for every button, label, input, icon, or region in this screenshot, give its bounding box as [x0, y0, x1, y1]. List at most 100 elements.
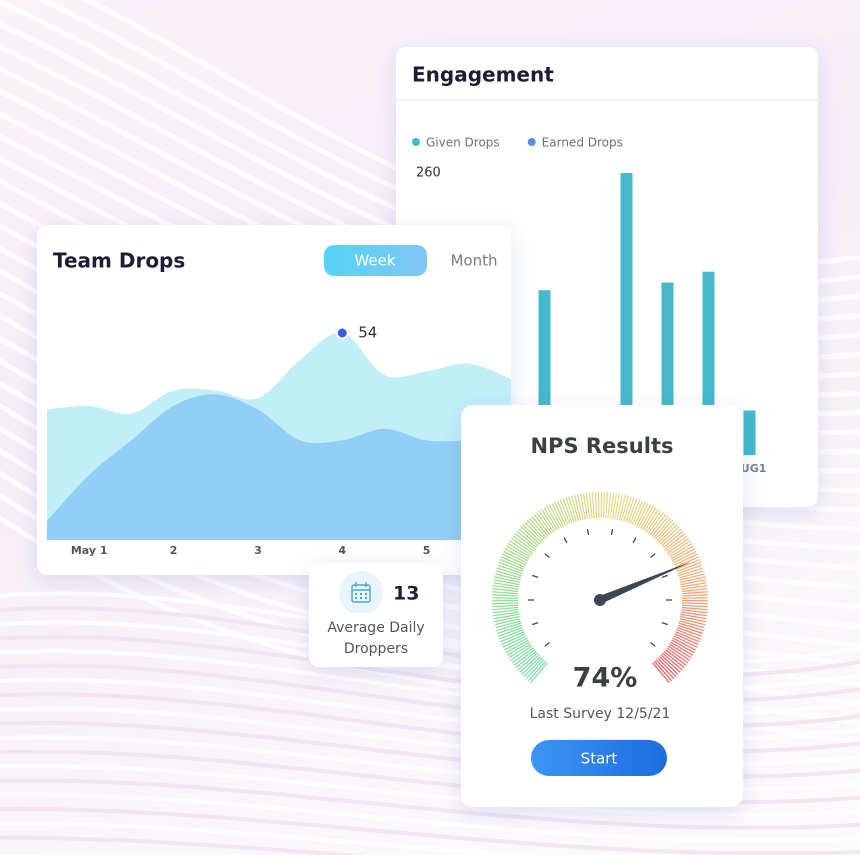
scale-tick — [571, 495, 580, 522]
scale-tick — [496, 567, 522, 577]
scale-tick — [492, 588, 519, 593]
scale-tick — [573, 494, 582, 521]
scale-tick — [501, 633, 526, 646]
scale-tick — [494, 576, 521, 584]
scale-tick — [495, 573, 521, 581]
scale-tick — [631, 500, 644, 525]
scale-tick — [679, 618, 706, 626]
nps-gauge: NPS Results 74% Last Survey 12/5/21 Start — [491, 434, 709, 776]
bar — [743, 410, 756, 455]
scale-tick — [576, 494, 584, 520]
scale-tick — [502, 635, 527, 648]
scale-tick — [548, 504, 563, 528]
scale-tick — [523, 657, 543, 678]
scale-tick — [673, 553, 698, 566]
scale-tick — [500, 556, 526, 568]
scale-tick — [502, 553, 527, 566]
scale-tick — [659, 526, 680, 545]
scale-tick — [493, 611, 519, 617]
scale-tick — [525, 659, 545, 680]
scale-tick — [647, 512, 665, 535]
scale-tick — [496, 622, 522, 632]
scale-tick — [514, 532, 536, 551]
icon-bg — [339, 571, 383, 613]
scale-tick — [594, 492, 598, 519]
scale-tick — [629, 499, 641, 524]
scale-tick — [562, 498, 573, 524]
scale-tick — [681, 606, 708, 611]
annotation-label: 54 — [358, 324, 377, 342]
card-title: NPS Results — [530, 434, 673, 458]
scale-tick — [674, 633, 699, 646]
scale-tick — [605, 492, 609, 519]
scale-tick — [677, 564, 703, 575]
scale-tick — [591, 492, 595, 519]
scale-tick — [635, 502, 649, 527]
toggle-button[interactable]: Month — [450, 252, 497, 270]
scale-tick — [677, 624, 703, 634]
scale-tick — [670, 641, 694, 656]
bg-curve — [0, 807, 860, 855]
scale-tick — [499, 558, 525, 570]
button-label[interactable]: Start — [581, 750, 618, 768]
scale-tick — [533, 514, 551, 536]
scale-tick — [654, 519, 674, 540]
dial-tick — [532, 622, 539, 626]
scale-tick — [618, 494, 627, 521]
scale-tick — [678, 567, 704, 577]
scale-tick — [492, 594, 519, 597]
scale-tick — [666, 537, 690, 554]
toggle-label[interactable]: Month — [450, 252, 497, 270]
dial-tick — [532, 574, 539, 578]
scale-tick — [497, 564, 523, 575]
bg-curve — [0, 735, 860, 792]
scale-tick — [668, 540, 691, 556]
button-bg[interactable] — [531, 740, 667, 776]
scale-tick — [510, 537, 534, 554]
scale-tick — [675, 558, 701, 570]
scale-tick — [609, 492, 615, 519]
scale-tick — [492, 591, 519, 595]
scale-tick — [493, 579, 520, 586]
scale-tick — [681, 594, 708, 597]
bg-curve — [0, 677, 860, 741]
scale-tick — [498, 561, 524, 573]
scale-tick — [633, 501, 646, 526]
stat-card: 13 Average Daily Droppers — [309, 563, 443, 667]
scale-tick — [627, 498, 638, 524]
scale-tick — [666, 647, 689, 664]
toggle-button[interactable]: Week — [324, 245, 427, 276]
scale-tick — [492, 609, 519, 614]
highlight-dot — [335, 326, 349, 340]
y-tick-label: 260 — [416, 166, 441, 181]
scale-tick — [520, 526, 541, 545]
scale-tick — [651, 515, 669, 537]
card-title: Engagement — [412, 63, 554, 87]
dial-tick — [661, 574, 668, 578]
calendar-dots — [355, 593, 367, 599]
bg-curve — [0, 649, 860, 716]
scale-tick — [531, 515, 549, 537]
scale-tick — [676, 561, 702, 573]
scale-tick — [679, 573, 705, 581]
scale-tick — [678, 570, 705, 579]
scale-tick — [495, 570, 522, 579]
scale-tick — [585, 492, 591, 519]
scale-tick — [524, 521, 544, 542]
dial-tick — [544, 553, 550, 559]
bar — [620, 173, 633, 455]
dial-tick — [610, 528, 614, 536]
scale-tick — [494, 618, 521, 626]
scale-tick — [680, 582, 707, 588]
scale-tick — [679, 620, 705, 629]
scale-tick — [669, 542, 693, 558]
scale-tick — [667, 645, 690, 661]
scale-tick — [588, 492, 593, 519]
scale-tick — [611, 493, 618, 520]
scale-tick — [499, 629, 524, 640]
start-button[interactable]: Start — [531, 740, 667, 776]
dial-tick — [650, 553, 656, 559]
toggle-label[interactable]: Week — [354, 252, 395, 270]
scale-tick — [672, 550, 697, 564]
bg-curve — [0, 720, 860, 779]
